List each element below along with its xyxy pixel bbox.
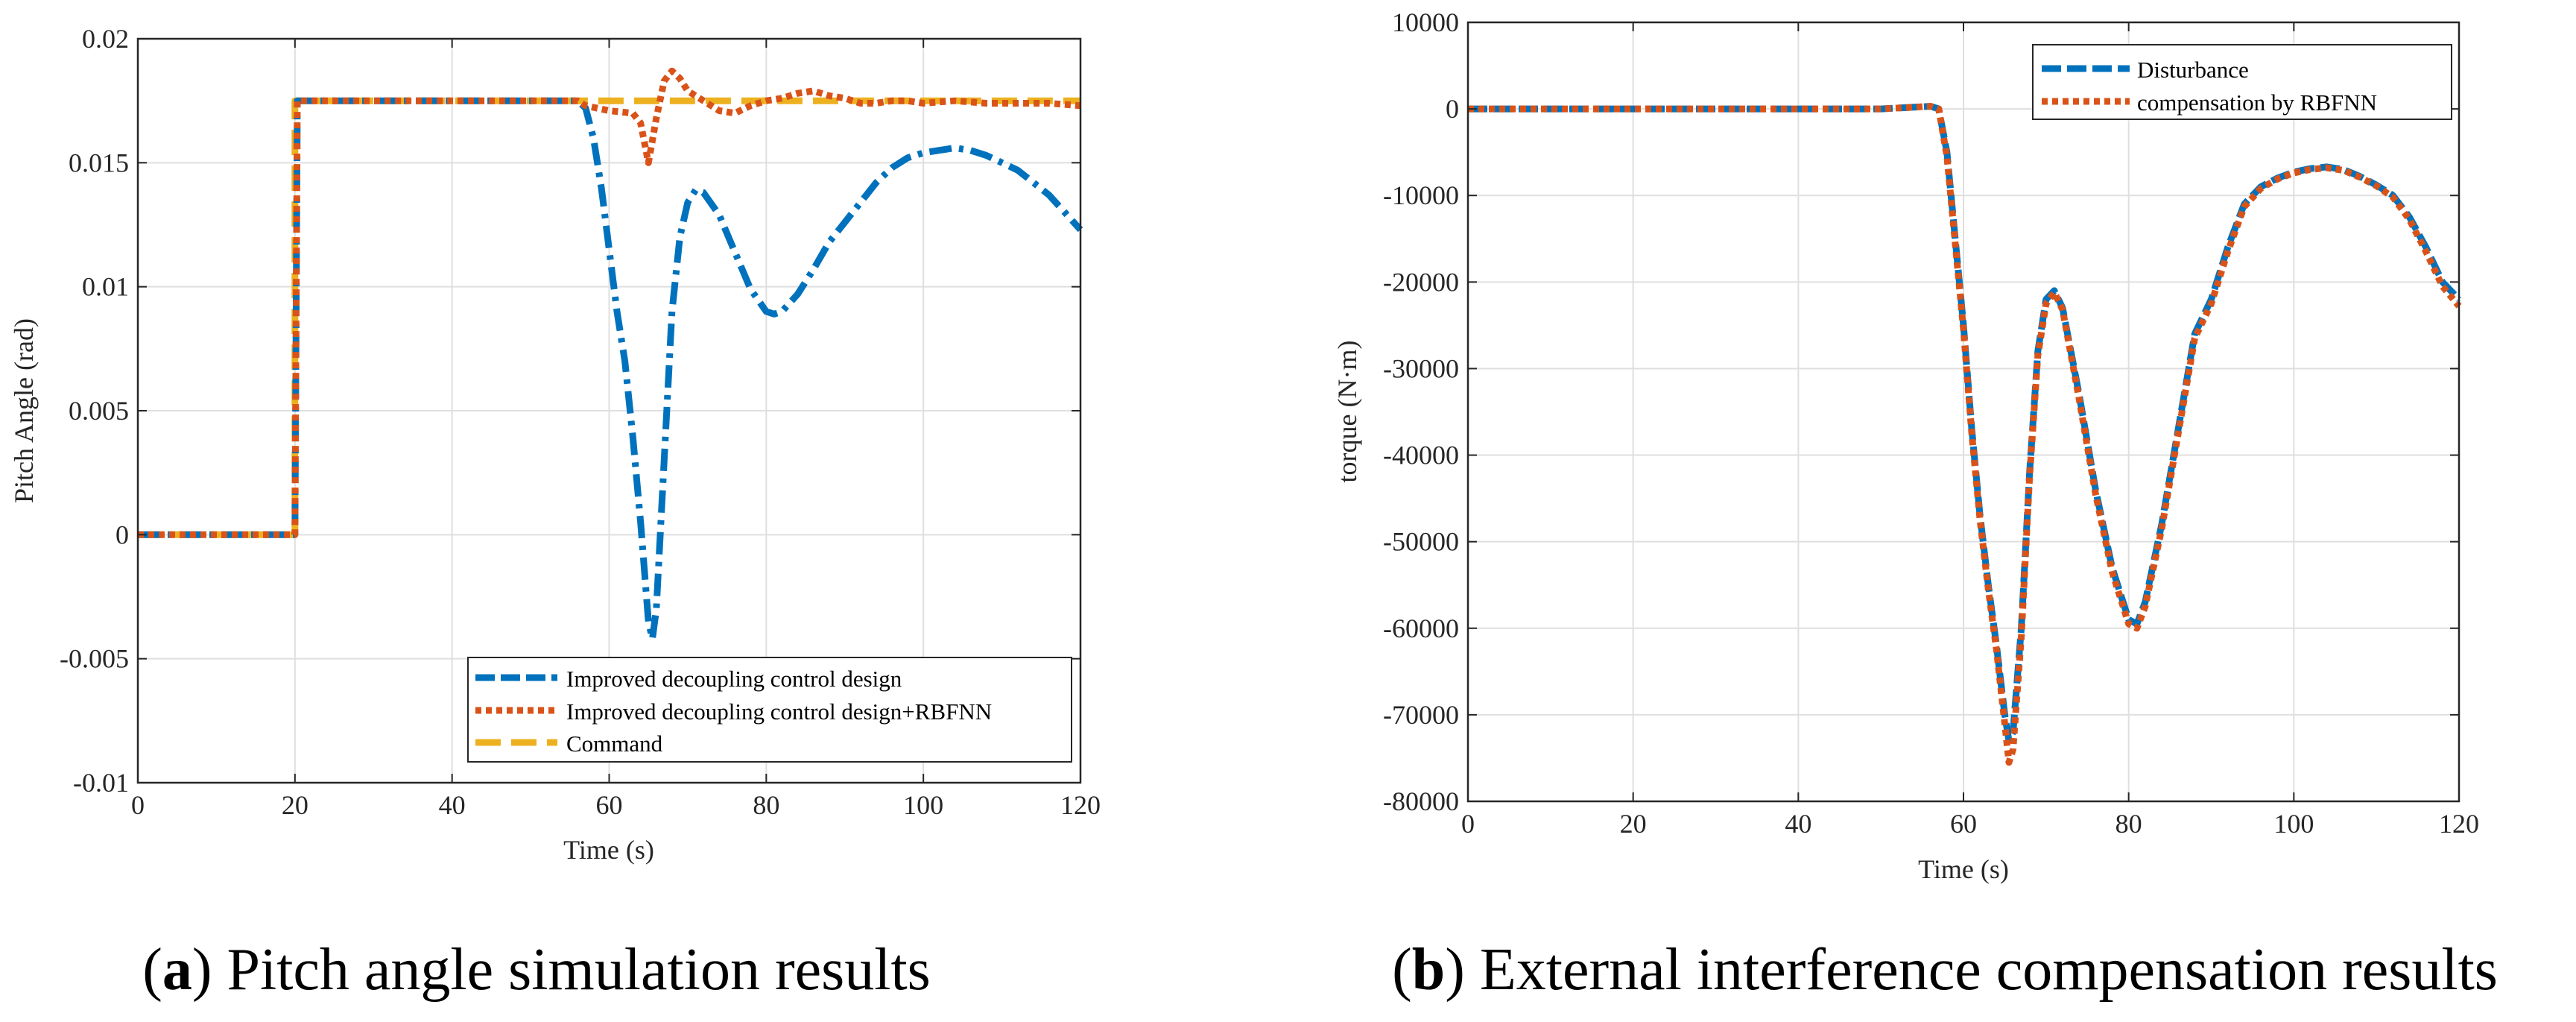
chart-panel-a: 0 20 40 60 80 100 120 -0.01 -0.005 0 0.005 0.01 0.01… [9,24,1101,1003]
y-tick-label: 0.01 [82,272,129,302]
caption-a: (a) Pitch angle simulation results [142,937,931,1003]
caption-a-prefix: ( [142,937,162,1003]
caption-a-text: ) Pitch angle simulation results [192,937,931,1003]
x-tick-label: 60 [1950,809,1977,839]
legend-label-command: Command [566,731,663,757]
ticks-a: 0 20 40 60 80 100 120 -0.01 -0.005 0 0.005 0.01 0.01… [60,24,1101,820]
x-tick-label: 80 [2115,809,2142,839]
y-tick-label: -70000 [1383,700,1459,730]
y-tick-label: -30000 [1383,353,1459,383]
x-tick-label: 40 [439,790,466,820]
series-group-b [1468,103,2462,766]
x-tick-label: 20 [282,790,308,820]
legend-label-disturbance: Disturbance [2137,57,2249,83]
x-axis-label-a: Time (s) [563,835,654,865]
caption-b: (b) External interference compensation r… [1392,937,2498,1003]
ticks-b: 0 20 40 60 80 100 120 -80000 -70000 -60000 -50000 -… [1383,7,2479,839]
y-tick-label: 0 [115,520,129,549]
x-tick-label: 120 [2439,809,2479,839]
y-tick-label: 0.015 [69,148,129,177]
x-tick-label: 100 [903,790,943,820]
y-tick-label: -0.01 [73,768,129,798]
legend-b: Disturbance compensation by RBFNN [2032,44,2452,120]
x-tick-label: 0 [1461,809,1475,839]
y-tick-label: 0.005 [69,396,129,426]
caption-b-text: ) External interference compensation res… [1445,937,2498,1003]
legend-label-compensation: compensation by RBFNN [2137,89,2377,116]
caption-b-prefix: ( [1392,937,1412,1003]
y-tick-label: -20000 [1383,267,1459,297]
caption-a-letter: a [162,937,192,1003]
series-group-a [138,67,1083,643]
series-line-b-1 [1468,103,2462,766]
legend-a: Improved decoupling control design Impro… [467,657,1072,763]
y-tick-label: -40000 [1383,441,1459,470]
y-tick-label: -0.005 [60,644,129,674]
y-tick-label: 0 [1446,94,1459,124]
y-tick-label: -10000 [1383,180,1459,210]
x-tick-label: 0 [131,790,145,820]
x-tick-label: 20 [1620,809,1647,839]
legend-label-improved: Improved decoupling control design [566,666,902,692]
y-axis-label-b: torque (N·m) [1332,341,1362,483]
caption-b-letter: b [1412,937,1446,1003]
x-axis-label-b: Time (s) [1918,854,2009,884]
x-tick-label: 100 [2273,809,2314,839]
y-tick-label: -60000 [1383,613,1459,643]
x-tick-label: 40 [1785,809,1811,839]
legend-box-b [2032,44,2452,120]
x-tick-label: 60 [596,790,623,820]
y-tick-label: 10000 [1392,7,1459,37]
chart-panel-b: 0 20 40 60 80 100 120 -80000 -70000 -60000 -50000 -… [1332,7,2498,1003]
x-tick-label: 120 [1060,790,1101,820]
series-line-a-0 [138,97,1083,643]
y-tick-label: -50000 [1383,527,1459,557]
y-tick-label: 0.02 [82,24,129,54]
legend-box-a [467,657,1072,763]
x-tick-label: 80 [753,790,779,820]
legend-label-rbfnn: Improved decoupling control design+RBFNN [566,698,992,725]
y-tick-label: -80000 [1383,786,1459,816]
y-axis-label-a: Pitch Angle (rad) [9,318,39,503]
